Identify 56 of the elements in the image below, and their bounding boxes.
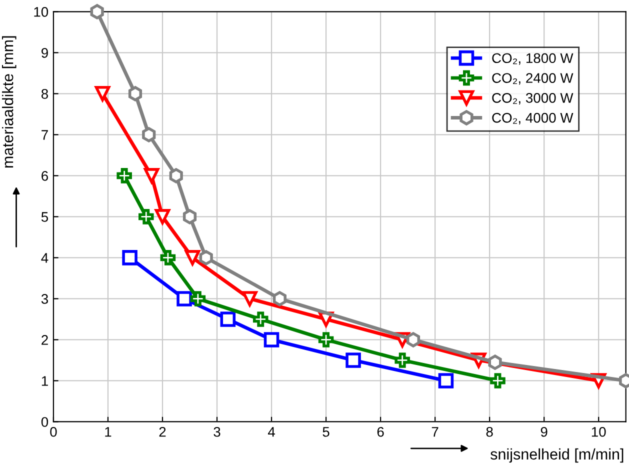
x-tick-label: 8 [486, 426, 493, 437]
x-tick-label: 1 [105, 427, 112, 437]
point [252, 312, 268, 327]
point [94, 86, 110, 102]
point [242, 291, 258, 306]
point [190, 291, 206, 306]
point [346, 352, 361, 368]
y-tick-label: 1 [42, 376, 48, 386]
y-axis-title: materiaaldikte [mm] [2, 36, 16, 168]
x-tick-label: 9 [540, 426, 548, 437]
point [90, 4, 104, 20]
y-tick-label: 4 [41, 253, 48, 263]
y-tick-label: 8 [41, 89, 48, 99]
point [394, 352, 410, 368]
x-tick-label: 5 [322, 427, 330, 437]
x-tick-label: 10 [592, 426, 606, 437]
legend-label: CO₂, 4000 W [492, 112, 574, 124]
y-tick-label: 10 [34, 6, 48, 17]
point [199, 250, 213, 266]
x-tick-label: 2 [159, 426, 166, 437]
legend-label: CO₂, 1800 W [492, 53, 574, 65]
x-tick-label: 0 [50, 426, 57, 437]
x-tick-label: 7 [432, 427, 438, 437]
point [220, 312, 236, 327]
point [184, 250, 200, 266]
point [160, 250, 176, 266]
point [128, 86, 142, 102]
point [142, 127, 156, 142]
y-tick-label: 2 [42, 335, 48, 345]
point [122, 250, 138, 266]
point [318, 332, 334, 348]
point [490, 373, 506, 388]
x-tick-label: 3 [214, 426, 220, 437]
point [182, 209, 197, 224]
x-tick-label: 6 [377, 426, 384, 437]
point [264, 332, 280, 348]
point [176, 291, 192, 306]
point [438, 373, 454, 388]
point [138, 209, 154, 224]
y-tick-label: 7 [42, 130, 48, 140]
point [272, 291, 286, 306]
point [116, 168, 132, 184]
legend-label: CO₂, 2400 W [492, 73, 574, 85]
point [406, 332, 420, 348]
y-tick-label: 3 [41, 294, 48, 304]
point [169, 168, 183, 184]
y-tick-label: 6 [42, 171, 48, 181]
point [488, 354, 502, 370]
point [144, 168, 160, 184]
y-tick-label: 9 [42, 48, 48, 58]
y-tick-label: 5 [41, 212, 48, 222]
legend-label: CO₂, 3000 W [492, 93, 574, 104]
x-axis-title: snijsnelheid [m/min] [490, 448, 624, 463]
y-tick-label: 0 [41, 417, 48, 427]
point [154, 209, 170, 224]
x-tick-label: 4 [268, 427, 275, 437]
